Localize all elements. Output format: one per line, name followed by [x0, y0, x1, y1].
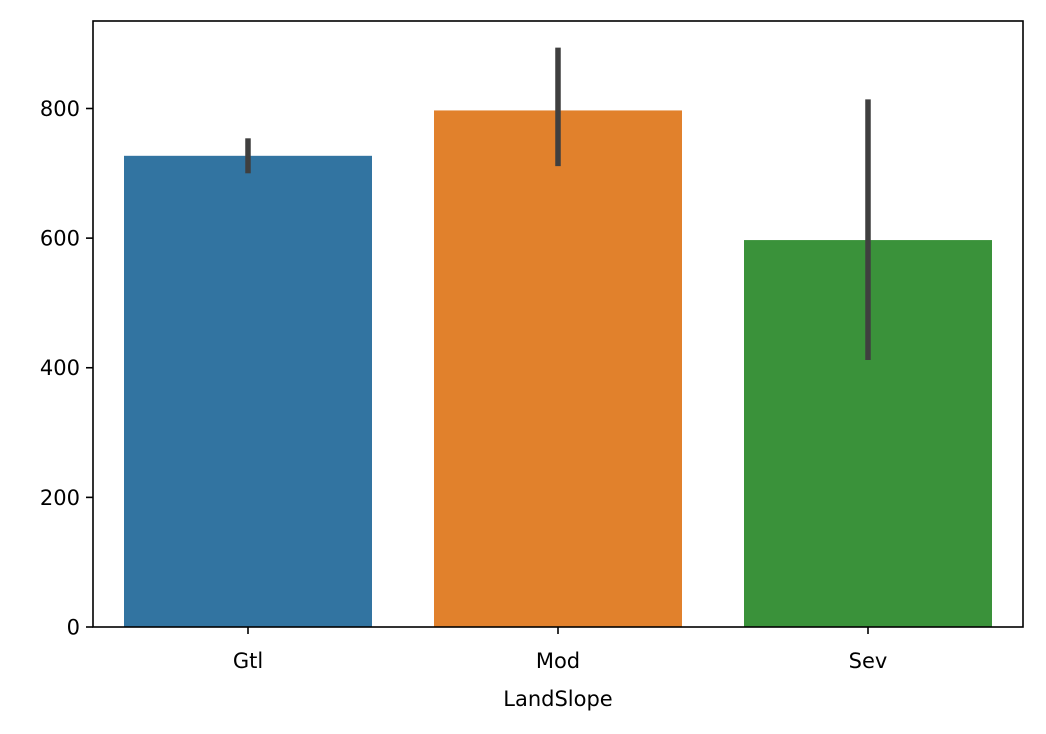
bar-mod — [434, 110, 682, 627]
x-axis-label: LandSlope — [503, 687, 612, 711]
y-tick-label: 400 — [40, 356, 80, 380]
y-axis: 0 200 400 600 800 — [40, 97, 93, 640]
x-tick-label: Gtl — [233, 649, 263, 673]
x-tick-label: Mod — [536, 649, 580, 673]
bar-gtl — [124, 155, 372, 627]
x-tick-label: Sev — [849, 649, 888, 673]
y-tick-label: 800 — [40, 97, 80, 121]
y-tick-label: 200 — [40, 486, 80, 510]
x-axis: Gtl Mod Sev — [233, 627, 888, 673]
bars-group — [124, 110, 992, 627]
y-tick-label: 0 — [67, 616, 80, 640]
error-bars-group — [245, 47, 871, 360]
y-tick-label: 600 — [40, 227, 80, 251]
